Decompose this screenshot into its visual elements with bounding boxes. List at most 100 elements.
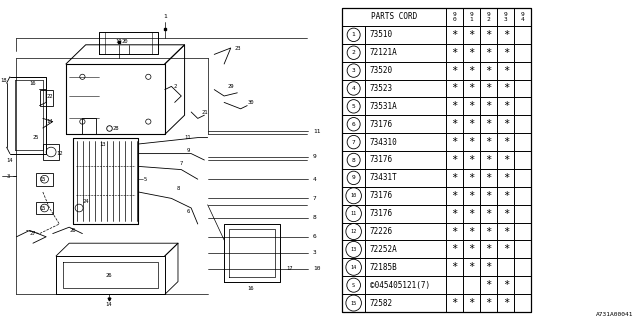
Bar [515,240,531,258]
Bar [43,144,60,160]
Text: 13: 13 [99,141,106,147]
Bar [480,258,497,276]
Bar [463,258,480,276]
Bar [342,133,365,151]
Text: 10: 10 [313,266,321,271]
Bar [480,276,497,294]
Bar [515,133,531,151]
Text: 9
1: 9 1 [470,12,474,22]
Bar [497,294,515,312]
Bar [463,276,480,294]
Bar [342,97,365,115]
Text: *: * [451,30,458,40]
Text: *: * [451,173,458,183]
Bar [463,205,480,223]
Bar [480,80,497,97]
Bar [497,8,515,26]
Bar [365,115,446,133]
Bar [497,276,515,294]
Text: *: * [468,66,475,76]
Bar [365,151,446,169]
Text: 20: 20 [122,39,129,44]
Text: 7: 7 [352,140,356,145]
Text: *: * [502,66,509,76]
Text: ©045405121(7): ©045405121(7) [370,281,430,290]
Bar [515,187,531,205]
Bar [497,258,515,276]
Bar [40,90,52,106]
Text: 73520: 73520 [370,66,393,75]
Text: 73510: 73510 [370,30,393,39]
Bar [446,26,463,44]
Bar [446,169,463,187]
Text: *: * [451,137,458,147]
Text: *: * [486,298,492,308]
Bar [480,115,497,133]
Text: *: * [451,244,458,254]
Bar [497,26,515,44]
Bar [342,8,531,312]
Text: 3: 3 [6,173,10,179]
Bar [365,294,446,312]
Bar [480,169,497,187]
Bar [446,276,463,294]
Text: *: * [502,244,509,254]
Text: 73531A: 73531A [370,102,397,111]
Bar [463,80,480,97]
Text: *: * [468,137,475,147]
Bar [515,8,531,26]
Bar [446,258,463,276]
Bar [497,80,515,97]
Text: 26: 26 [106,273,112,278]
Text: 73431T: 73431T [370,173,397,182]
Text: *: * [451,66,458,76]
Text: *: * [502,48,509,58]
Bar [515,44,531,62]
Text: A731A00041: A731A00041 [596,312,634,317]
Bar [480,151,497,169]
Text: *: * [502,101,509,111]
Bar [342,258,365,276]
Text: S: S [352,283,355,288]
Bar [36,202,52,214]
Bar [446,133,463,151]
Text: *: * [468,173,475,183]
Bar [497,97,515,115]
Bar [446,240,463,258]
Text: *: * [486,48,492,58]
Text: 25: 25 [33,135,40,140]
Bar [497,44,515,62]
Bar [480,8,497,26]
Text: *: * [468,119,475,129]
Bar [497,151,515,169]
Bar [342,115,365,133]
Bar [365,187,446,205]
Bar [342,26,365,44]
Text: 29: 29 [227,84,234,89]
Bar [463,115,480,133]
Bar [365,276,446,294]
Bar [342,44,365,62]
Text: 72226: 72226 [370,227,393,236]
Text: *: * [502,84,509,93]
Bar [365,240,446,258]
Bar [342,151,365,169]
Text: *: * [486,155,492,165]
Bar [515,223,531,240]
Bar [365,44,446,62]
Bar [365,133,446,151]
Text: *: * [468,48,475,58]
Bar [365,223,446,240]
Text: 72185B: 72185B [370,263,397,272]
Text: 26: 26 [69,228,76,233]
Text: 72582: 72582 [370,299,393,308]
Bar [480,62,497,80]
Bar [365,62,446,80]
Text: 1: 1 [352,32,356,37]
Text: 18: 18 [0,77,6,83]
Bar [463,62,480,80]
Text: 5: 5 [352,104,356,109]
Bar [342,169,365,187]
Text: *: * [486,84,492,93]
Text: 73523: 73523 [370,84,393,93]
